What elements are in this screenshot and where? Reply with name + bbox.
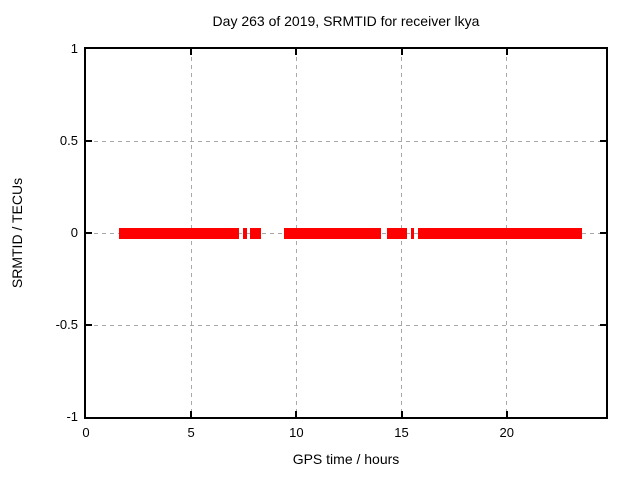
x-tick-label: 15 xyxy=(394,425,409,440)
y-tick-label: -1 xyxy=(66,409,78,424)
x-tick-mark-bottom xyxy=(505,411,508,417)
x-tick-label: 5 xyxy=(187,425,195,440)
data-segment xyxy=(242,227,247,239)
y-tick-mark-left xyxy=(86,324,92,326)
x-tick-label: 20 xyxy=(499,425,514,440)
data-segment xyxy=(283,227,381,239)
data-segment xyxy=(418,227,583,239)
x-tick-mark-bottom xyxy=(190,411,193,417)
y-tick-label: 1 xyxy=(70,41,78,56)
data-segment xyxy=(410,227,415,239)
y-tick-label: 0.5 xyxy=(59,133,78,148)
data-segment xyxy=(118,227,239,239)
y-tick-mark-right xyxy=(600,140,606,142)
y-tick-label: -0.5 xyxy=(55,317,78,332)
y-tick-mark-right xyxy=(600,324,606,326)
x-tick-label: 10 xyxy=(289,425,304,440)
y-tick-label: 0 xyxy=(70,225,78,240)
x-tick-mark-top xyxy=(505,49,508,55)
x-tick-mark-top xyxy=(400,49,403,55)
y-tick-mark-left xyxy=(86,140,92,142)
x-tick-mark-top xyxy=(295,49,298,55)
gridline-horizontal xyxy=(86,324,606,326)
x-tick-mark-bottom xyxy=(295,411,298,417)
data-segment xyxy=(249,227,261,239)
gridline-horizontal xyxy=(86,140,606,142)
x-tick-mark-top xyxy=(190,49,193,55)
y-axis-label: SRMTID / TECUs xyxy=(9,177,26,289)
y-tick-mark-right xyxy=(600,232,606,234)
y-tick-mark-left xyxy=(86,232,92,234)
x-tick-mark-bottom xyxy=(400,411,403,417)
data-segment xyxy=(386,227,407,239)
x-axis-label: GPS time / hours xyxy=(292,451,400,467)
chart-title: Day 263 of 2019, SRMTID for receiver lky… xyxy=(212,13,480,29)
x-tick-label: 0 xyxy=(82,425,90,440)
